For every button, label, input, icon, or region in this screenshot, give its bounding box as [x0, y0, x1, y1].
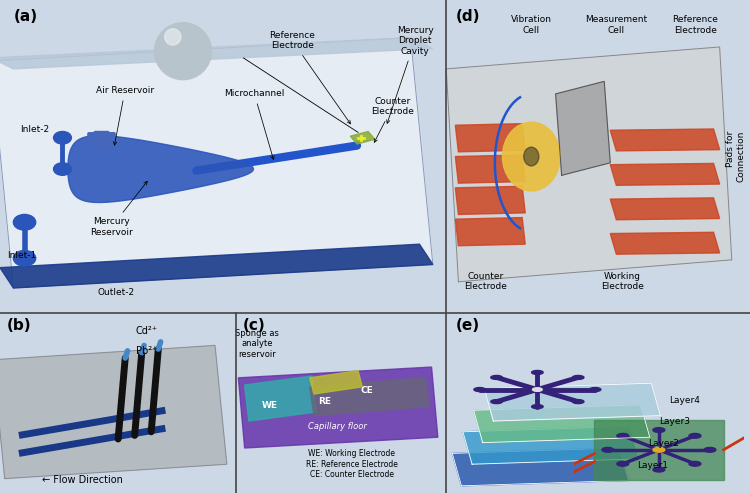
Ellipse shape — [490, 376, 502, 380]
Text: (a): (a) — [13, 9, 38, 24]
Polygon shape — [610, 163, 720, 185]
Polygon shape — [610, 198, 720, 220]
Circle shape — [53, 132, 71, 144]
Text: Vibration
Cell: Vibration Cell — [511, 15, 552, 35]
Text: Reference
Electrode: Reference Electrode — [673, 15, 718, 35]
Text: Outlet-2: Outlet-2 — [98, 288, 134, 297]
Ellipse shape — [590, 387, 601, 391]
Text: Cd²⁺: Cd²⁺ — [136, 326, 158, 336]
Text: CE: CE — [360, 386, 373, 395]
Polygon shape — [0, 346, 226, 479]
Polygon shape — [455, 186, 525, 214]
Text: Capillary floor: Capillary floor — [308, 422, 367, 431]
Text: (d): (d) — [455, 9, 480, 24]
FancyBboxPatch shape — [94, 132, 110, 152]
Polygon shape — [610, 129, 720, 151]
Text: ← Flow Direction: ← Flow Direction — [42, 475, 123, 486]
Ellipse shape — [572, 376, 584, 380]
Ellipse shape — [572, 400, 584, 404]
Text: Microchannel: Microchannel — [224, 89, 284, 159]
Text: Working
Electrode: Working Electrode — [601, 272, 644, 291]
Polygon shape — [556, 81, 610, 176]
Text: Pads for
Connection: Pads for Connection — [726, 131, 746, 182]
Text: Air Reservoir: Air Reservoir — [96, 86, 154, 145]
Text: (b): (b) — [7, 318, 32, 333]
Polygon shape — [350, 132, 375, 144]
Polygon shape — [238, 367, 438, 448]
Text: WE: Working Electrode
RE: Reference Electrode
CE: Counter Electrode: WE: Working Electrode RE: Reference Elec… — [306, 449, 398, 479]
Ellipse shape — [474, 387, 485, 391]
Ellipse shape — [532, 405, 543, 409]
Polygon shape — [68, 136, 254, 203]
Text: Inlet-2: Inlet-2 — [20, 125, 50, 135]
Polygon shape — [310, 378, 430, 416]
Text: Inlet-1: Inlet-1 — [7, 250, 36, 260]
Polygon shape — [452, 448, 628, 486]
Text: Counter
Electrode: Counter Electrode — [464, 272, 507, 291]
Text: Measurement
Cell: Measurement Cell — [585, 15, 647, 35]
Text: Mercury
Reservoir: Mercury Reservoir — [90, 181, 147, 237]
Ellipse shape — [524, 147, 539, 166]
Circle shape — [53, 163, 71, 176]
Polygon shape — [455, 217, 525, 246]
Text: Layer1: Layer1 — [638, 460, 668, 470]
Polygon shape — [610, 232, 720, 254]
Text: (e): (e) — [455, 318, 479, 333]
FancyBboxPatch shape — [88, 133, 116, 140]
Polygon shape — [244, 376, 316, 421]
Polygon shape — [0, 37, 433, 288]
Polygon shape — [0, 37, 433, 69]
Text: Sponge as
analyte
reservoir: Sponge as analyte reservoir — [236, 329, 279, 358]
Ellipse shape — [532, 370, 543, 374]
Text: (c): (c) — [242, 318, 266, 333]
Ellipse shape — [490, 400, 502, 404]
Polygon shape — [310, 371, 362, 394]
Text: Counter
Electrode: Counter Electrode — [371, 97, 414, 142]
Text: Layer3: Layer3 — [658, 418, 690, 426]
Polygon shape — [463, 426, 639, 464]
Text: WE: WE — [262, 400, 278, 410]
Ellipse shape — [503, 122, 560, 191]
Polygon shape — [473, 405, 650, 443]
Polygon shape — [484, 383, 661, 421]
Ellipse shape — [532, 387, 542, 391]
Polygon shape — [455, 124, 525, 152]
Text: RE: RE — [318, 397, 331, 406]
Circle shape — [13, 250, 36, 266]
Text: Reference
Electrode: Reference Electrode — [269, 31, 350, 124]
Polygon shape — [0, 244, 433, 288]
Polygon shape — [455, 155, 525, 183]
Circle shape — [13, 214, 36, 230]
Text: Pb²⁺: Pb²⁺ — [136, 346, 158, 356]
Text: Layer2: Layer2 — [648, 439, 679, 448]
Text: Mercury
Droplet
Cavity: Mercury Droplet Cavity — [387, 26, 433, 123]
Polygon shape — [446, 47, 732, 282]
Text: Layer4: Layer4 — [670, 396, 700, 405]
